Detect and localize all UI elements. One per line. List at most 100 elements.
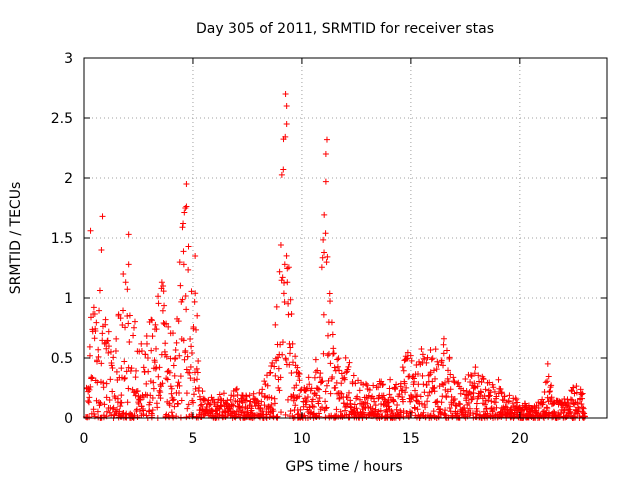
data-point bbox=[323, 259, 330, 266]
data-point bbox=[125, 364, 132, 371]
data-point bbox=[309, 403, 316, 410]
data-point bbox=[322, 151, 329, 157]
data-point bbox=[336, 395, 343, 402]
data-point bbox=[179, 224, 186, 231]
data-point bbox=[198, 401, 205, 408]
data-point bbox=[185, 266, 192, 273]
data-point bbox=[177, 414, 184, 421]
data-point bbox=[348, 404, 355, 411]
data-point bbox=[236, 403, 243, 410]
data-point bbox=[413, 362, 420, 369]
y-tick-label: 1.5 bbox=[51, 231, 73, 247]
data-point bbox=[133, 406, 140, 413]
data-point bbox=[337, 408, 344, 415]
data-point bbox=[224, 397, 231, 404]
data-point bbox=[356, 387, 363, 394]
data-point bbox=[474, 408, 481, 415]
data-point bbox=[122, 279, 129, 286]
data-point bbox=[231, 413, 238, 420]
data-point bbox=[457, 390, 464, 397]
data-point bbox=[407, 352, 414, 359]
data-point bbox=[138, 412, 145, 419]
data-point bbox=[327, 360, 334, 367]
data-point bbox=[118, 365, 125, 372]
data-point bbox=[192, 253, 199, 259]
axis-ticks bbox=[83, 57, 607, 419]
data-point bbox=[106, 409, 113, 416]
data-point bbox=[565, 399, 572, 406]
data-point bbox=[115, 311, 122, 318]
data-point bbox=[486, 379, 493, 386]
data-point bbox=[272, 372, 279, 379]
data-point bbox=[96, 287, 103, 294]
data-point bbox=[188, 350, 195, 357]
data-point bbox=[412, 387, 419, 394]
data-point bbox=[122, 324, 129, 331]
data-point bbox=[451, 396, 458, 403]
data-point bbox=[176, 389, 183, 396]
data-point bbox=[165, 323, 172, 330]
data-point bbox=[281, 261, 288, 268]
data-point bbox=[261, 378, 268, 385]
data-point bbox=[269, 359, 276, 366]
data-point bbox=[199, 388, 206, 395]
data-point bbox=[425, 372, 432, 379]
data-point bbox=[322, 414, 329, 421]
data-point bbox=[460, 387, 467, 394]
data-point bbox=[473, 414, 480, 421]
x-tick-label: 5 bbox=[188, 431, 197, 447]
data-point bbox=[206, 401, 213, 408]
data-point bbox=[273, 357, 280, 364]
data-point bbox=[118, 392, 125, 399]
data-point bbox=[168, 385, 175, 392]
data-point bbox=[127, 368, 134, 375]
data-point bbox=[175, 401, 182, 408]
data-point bbox=[110, 404, 117, 411]
data-point bbox=[337, 390, 344, 397]
data-point bbox=[309, 411, 316, 418]
data-point bbox=[490, 384, 497, 391]
data-point bbox=[310, 403, 317, 410]
data-point bbox=[191, 298, 198, 305]
data-point bbox=[433, 366, 440, 373]
data-point bbox=[295, 369, 302, 376]
data-point bbox=[545, 412, 552, 419]
data-point bbox=[324, 253, 331, 260]
data-point bbox=[415, 370, 422, 377]
data-point bbox=[438, 357, 445, 364]
data-point bbox=[404, 355, 411, 362]
data-point bbox=[159, 307, 166, 314]
data-point bbox=[338, 390, 345, 397]
data-point bbox=[278, 171, 285, 178]
data-point bbox=[283, 121, 290, 127]
data-point bbox=[390, 398, 397, 405]
data-point bbox=[404, 349, 411, 356]
data-point bbox=[169, 397, 176, 404]
data-point bbox=[493, 393, 500, 400]
data-point bbox=[102, 316, 109, 323]
data-point bbox=[149, 407, 156, 414]
data-point bbox=[483, 405, 490, 412]
data-point bbox=[282, 133, 289, 140]
data-point bbox=[271, 400, 278, 407]
data-point bbox=[121, 374, 128, 381]
data-point bbox=[308, 385, 315, 392]
data-point bbox=[180, 261, 187, 268]
data-point bbox=[129, 412, 136, 419]
data-point bbox=[411, 378, 418, 385]
data-point bbox=[275, 384, 282, 391]
data-point bbox=[283, 252, 290, 259]
data-point bbox=[441, 411, 448, 418]
data-point bbox=[440, 350, 447, 357]
data-point bbox=[430, 367, 437, 374]
data-point bbox=[456, 400, 463, 407]
data-point bbox=[275, 365, 282, 372]
data-point bbox=[170, 362, 177, 369]
data-point bbox=[281, 298, 288, 305]
data-point bbox=[472, 384, 479, 391]
data-point bbox=[315, 386, 322, 393]
data-point bbox=[335, 355, 342, 362]
data-point bbox=[287, 296, 294, 303]
data-point bbox=[92, 327, 99, 334]
data-point bbox=[578, 401, 585, 408]
